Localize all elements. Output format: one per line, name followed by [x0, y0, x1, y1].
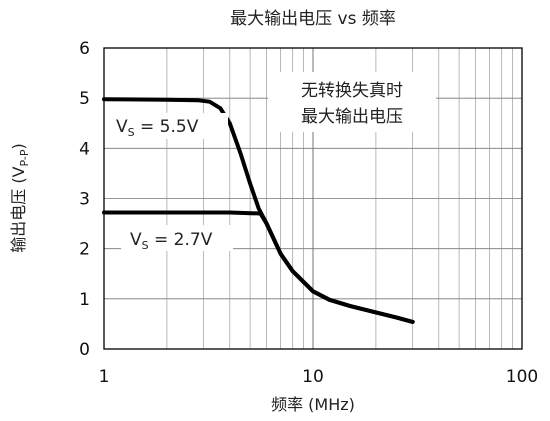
series-lines	[102, 97, 415, 324]
chart-title: 最大输出电压 vs 频率	[230, 9, 396, 29]
series-label-background-2	[121, 225, 233, 251]
series-line-2	[102, 210, 415, 324]
y-tick-label: 5	[79, 89, 90, 109]
x-tick-label: 10	[302, 367, 324, 387]
x-tick-label: 100	[506, 367, 538, 387]
plot-frame	[103, 47, 523, 350]
y-axis-label: 输出电压 (VP-P)	[9, 143, 31, 253]
y-tick-label: 1	[79, 290, 90, 310]
annotation-line-2: 最大输出电压	[301, 107, 403, 127]
y-tick-label: 4	[79, 139, 90, 159]
x-tick-label: 1	[99, 367, 110, 387]
series-label-5v5: VS = 5.5V	[116, 117, 199, 139]
x-axis-label: 频率 (MHz)	[271, 395, 355, 414]
y-tick-label: 2	[79, 240, 90, 260]
y-tick-labels: 0 1 2 3 4 5 6	[79, 39, 90, 360]
series-label-background-1	[106, 113, 228, 139]
y-tick-label: 3	[79, 190, 90, 210]
series-label-2v7: VS = 2.7V	[130, 230, 213, 252]
annotation-line-1: 无转换失真时	[301, 81, 403, 101]
annotation-background	[268, 72, 436, 132]
x-tick-labels: 1 10 100	[99, 367, 539, 387]
y-tick-label: 6	[79, 39, 90, 59]
y-tick-label: 0	[79, 340, 90, 360]
